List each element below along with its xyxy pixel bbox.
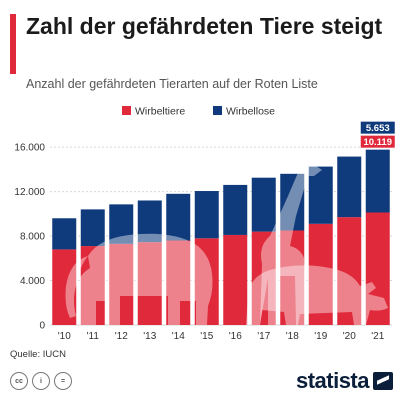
y-tick-label: 8.000 [20,232,45,243]
source-note: Quelle: IUCN [10,349,66,360]
x-tick-label: '12 [115,331,128,342]
bar-wirbeltiere [137,242,162,325]
x-tick-label: '17 [257,331,270,342]
elephant-silhouette [65,233,213,325]
chart-bars [52,149,390,325]
bar-wirbellose [166,193,191,241]
bar-wirbeltiere [166,240,191,325]
chart-value-labels: 5.653 10.119 [360,121,395,148]
bar-wirbeltiere [251,231,276,325]
page-subtitle: Anzahl der gefährdeten Tierarten auf der… [26,77,318,91]
x-tick-label: '14 [172,331,185,342]
statista-mark-icon [373,372,393,390]
bar-wirbellose [365,149,390,213]
x-tick-label: '19 [314,331,327,342]
bar-wirbeltiere [109,243,134,325]
bar-wirbeltiere [280,230,305,325]
bar-wirbeltiere [52,249,77,325]
bar-wirbellose [137,200,162,243]
y-tick-label: 4.000 [20,276,45,287]
bar-wirbellose [52,218,77,250]
stacked-bar-chart: Wirbeltiere Wirbellose 0 4.000 8.000 12.000 1… [14,106,395,342]
bar-wirbellose [194,191,219,239]
value-label-box [360,135,395,148]
bar-wirbellose [308,166,333,224]
value-label: 5.653 [366,123,390,134]
x-tick-label: '18 [286,331,299,342]
page-title: Zahl der gefährdeten Tiere steigt [26,13,383,39]
bar-wirbellose [251,177,276,232]
x-tick-label: '21 [371,331,384,342]
y-tick-label: 0 [39,321,45,332]
y-tick-label: 12.000 [14,187,45,198]
accent-bar [10,14,16,74]
x-tick-label: '16 [229,331,242,342]
nd-icon[interactable]: = [54,372,72,390]
bar-wirbeltiere [223,234,248,325]
x-tick-label: '11 [87,331,100,342]
statista-logo[interactable]: statista [296,368,393,394]
bar-wirbeltiere [365,212,390,325]
x-tick-label: '13 [143,331,156,342]
bar-wirbellose [223,184,248,235]
bar-wirbellose [80,209,105,247]
bar-wirbellose [109,204,134,244]
brand-name: statista [295,368,370,393]
animal-silhouettes [65,152,388,325]
bar-wirbeltiere [337,217,362,325]
rhino-silhouette [246,265,388,325]
cc-icon[interactable]: cc [10,372,28,390]
bar-wirbeltiere [194,238,219,325]
y-tick-label: 16.000 [14,143,45,154]
value-label-box [360,121,395,134]
x-tick-label: '20 [343,331,356,342]
x-axis: '10 '11 '12 '13 '14 '15 '16 '17 '18 '19 '20 '21 [58,331,385,342]
x-tick-label: '10 [58,331,71,342]
bar-wirbeltiere [80,246,105,325]
chart-grid: 0 4.000 8.000 12.000 16.000 [14,143,392,332]
bar-wirbeltiere [308,223,333,325]
legend-swatch-wirbeltiere [122,106,131,115]
giraffe-silhouette [260,152,322,325]
legend-swatch-wirbellose [213,106,222,115]
value-label: 10.119 [363,137,392,148]
bar-wirbellose [280,173,305,231]
x-tick-label: '15 [200,331,213,342]
legend-label-wirbellose: Wirbellose [226,106,275,118]
bar-wirbellose [337,156,362,218]
by-icon[interactable]: i [32,372,50,390]
license-icons: cc i = [10,372,72,390]
chart-legend: Wirbeltiere Wirbellose [122,106,275,118]
legend-label-wirbeltiere: Wirbeltiere [135,106,185,118]
